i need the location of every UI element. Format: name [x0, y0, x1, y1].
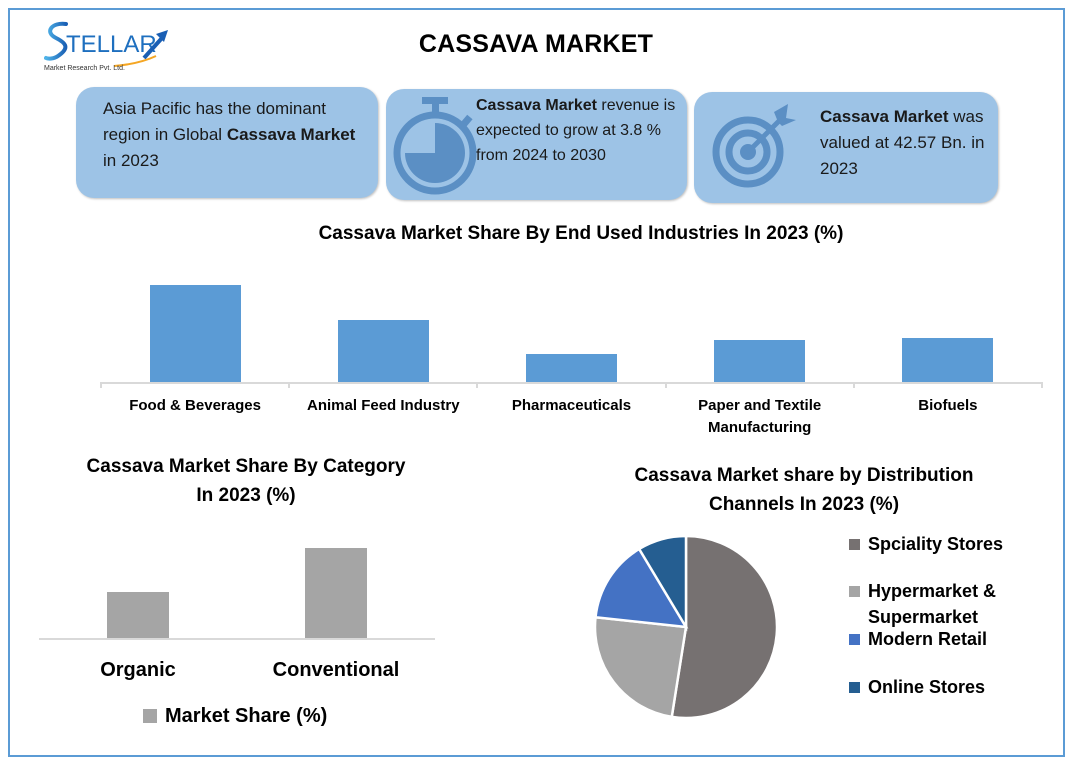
- x-axis-tick: [664, 382, 667, 388]
- info-card-value: Cassava Market was valued at 42.57 Bn. i…: [694, 92, 998, 203]
- legend-market-share: Market Share (%): [143, 703, 327, 729]
- legend-item-spciality-stores: Spciality Stores: [849, 531, 1003, 557]
- card-text-segment: Cassava Market: [476, 97, 597, 114]
- bar-food-beverages: [149, 285, 241, 382]
- x-axis-label: Organic: [100, 659, 176, 681]
- x-axis-label-line: Animal Feed Industry: [307, 397, 460, 414]
- card-text-segment: Cassava Market: [820, 107, 949, 126]
- info-card-growth-text: Cassava Market revenue is expected to gr…: [476, 93, 681, 168]
- legend-label: Spciality Stores: [868, 534, 1004, 554]
- legend-swatch: [143, 709, 157, 723]
- info-card-region-text: Asia Pacific has the dominant region in …: [103, 96, 368, 174]
- legend-item-modern-retail: Modern Retail: [849, 626, 987, 652]
- bar-organic: [107, 591, 169, 638]
- pie-slice-spciality-stores: [670, 534, 779, 720]
- bar-pharmaceuticals: [526, 354, 617, 382]
- legend-swatch: [849, 634, 860, 645]
- stellar-logo: TELLAR Market Research Pvt. Ltd.: [44, 18, 174, 78]
- target-icon: [708, 102, 798, 197]
- x-axis-label: Pharmaceuticals: [477, 395, 665, 417]
- pie-chart-distribution: [593, 534, 779, 720]
- x-axis-end-use: [101, 382, 1042, 384]
- bar-conventional: [305, 548, 367, 638]
- logo-wordmark: TELLAR: [66, 31, 157, 58]
- legend-label: Hypermarket & Supermarket: [868, 581, 997, 627]
- x-axis-category: [39, 638, 435, 640]
- info-card-region: Asia Pacific has the dominant region in …: [76, 87, 378, 198]
- x-axis-label-line: Biofuels: [918, 397, 978, 414]
- x-axis-tick: [476, 382, 479, 388]
- chart-title-category-line2: In 2023 (%): [196, 485, 296, 506]
- x-axis-tick: [100, 382, 102, 388]
- chart-title-category: Cassava Market Share By Category In 2023…: [40, 452, 452, 510]
- legend-item-online-stores: Online Stores: [849, 674, 985, 700]
- card-text-segment: revenue is expected to grow at 3.8 % fro…: [476, 97, 676, 164]
- legend-swatch: [849, 682, 860, 693]
- x-axis-tick: [1041, 382, 1043, 388]
- legend-label: Market Share (%): [165, 705, 328, 727]
- x-axis-label-line: Manufacturing: [708, 419, 812, 436]
- pie-slice-online-stores: [637, 534, 688, 632]
- chart-title-category-line1: Cassava Market Share By Category: [86, 456, 406, 477]
- page-title: CASSAVA MARKET: [418, 30, 654, 58]
- chart-title-distribution-line2: Channels In 2023 (%): [708, 494, 900, 515]
- legend-swatch: [849, 586, 860, 597]
- info-card-value-text: Cassava Market was valued at 42.57 Bn. i…: [820, 104, 990, 182]
- x-axis-label: Animal Feed Industry: [289, 395, 477, 417]
- legend-item-hypermarket-supermarket: Hypermarket & Supermarket: [849, 578, 996, 630]
- pie-slice-hypermarket-supermarket: [593, 615, 688, 719]
- stopwatch-icon: [392, 95, 482, 200]
- x-axis-label-line: Food & Beverages: [129, 397, 261, 414]
- logo-subtext: Market Research Pvt. Ltd.: [44, 65, 125, 72]
- card-text-segment: in 2023: [103, 151, 159, 170]
- stellar-logo-mark: TELLAR: [44, 21, 168, 67]
- infographic-frame: [8, 8, 1065, 757]
- x-axis-tick: [288, 382, 291, 388]
- info-card-growth: Cassava Market revenue is expected to gr…: [386, 89, 687, 200]
- chart-title-distribution: Cassava Market share by Distribution Cha…: [598, 461, 1010, 519]
- x-axis-label-line: Paper and Textile: [698, 397, 822, 414]
- x-axis-label: Conventional: [272, 659, 400, 681]
- chart-title-end-use: Cassava Market Share By End Used Industr…: [318, 223, 844, 244]
- x-axis-label: Paper and Textile Manufacturing: [666, 395, 854, 439]
- bar-biofuels: [902, 337, 994, 382]
- x-axis-label: Biofuels: [854, 395, 1042, 417]
- bar-animal-feed-industry: [337, 319, 429, 382]
- x-axis-tick: [852, 382, 855, 388]
- x-axis-label: Food & Beverages: [101, 395, 289, 417]
- card-text-segment: Asia Pacific has the dominant region in …: [103, 99, 327, 144]
- chart-title-distribution-line1: Cassava Market share by Distribution: [634, 465, 974, 486]
- card-text-segment: Cassava Market: [226, 125, 356, 144]
- x-axis-label-line: Pharmaceuticals: [511, 397, 632, 414]
- pie-slice-modern-retail: [594, 547, 689, 629]
- legend-label: Online Stores: [868, 677, 986, 697]
- legend-swatch: [849, 539, 860, 550]
- bar-paper-and-textile-manufacturing: [714, 340, 806, 382]
- card-text-segment: was valued at 42.57 Bn. in 2023: [820, 107, 985, 178]
- legend-label: Modern Retail: [868, 629, 988, 649]
